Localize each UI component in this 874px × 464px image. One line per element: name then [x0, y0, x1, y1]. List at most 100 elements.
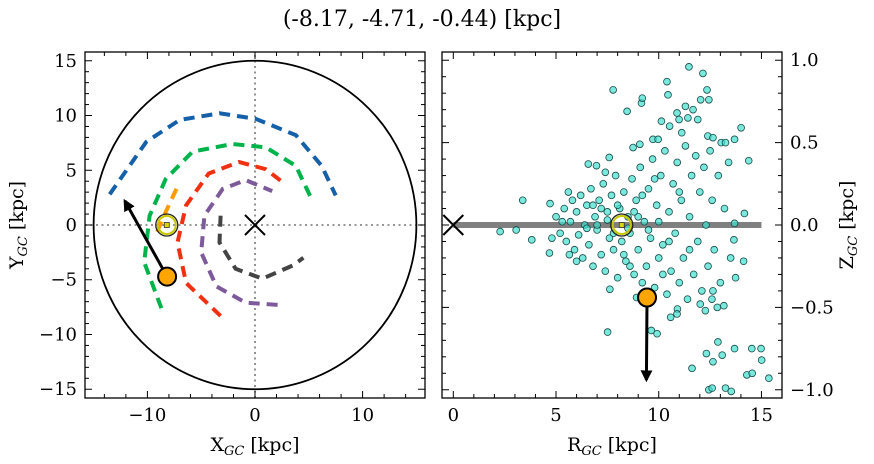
scatter-point — [730, 236, 738, 244]
boundary-circle — [92, 59, 418, 391]
scatter-point — [570, 245, 579, 254]
scatter-point — [748, 344, 756, 353]
y-tick-label: −5 — [50, 270, 77, 291]
scatter-point — [652, 201, 661, 210]
scatter-point — [638, 278, 647, 287]
scatter-point — [681, 142, 690, 150]
y-tick-label: 0.0 — [790, 215, 819, 236]
scatter-point — [693, 115, 702, 124]
scatter-point — [669, 180, 677, 188]
scatter-point — [605, 234, 614, 242]
right-x-axis-label: RGC [kpc] — [567, 434, 657, 459]
object-marker — [637, 287, 658, 308]
scatter-point — [675, 278, 684, 287]
scatter-point — [587, 184, 595, 193]
sun-dot — [163, 222, 170, 228]
scatter-point — [589, 262, 597, 270]
scatter-point — [578, 254, 587, 262]
scatter-point — [630, 270, 638, 279]
scatter-point — [698, 287, 706, 295]
tick-marks — [85, 52, 425, 398]
scatter-point — [705, 95, 713, 104]
scatter-point — [700, 163, 708, 172]
scatter-point — [574, 231, 583, 239]
scatter-point — [558, 217, 566, 226]
x-tick-label: 10 — [647, 405, 670, 426]
tick-marks — [442, 52, 783, 398]
scatter-point — [696, 95, 705, 104]
scatter-point — [663, 77, 671, 86]
x-tick-label: 10 — [351, 405, 374, 426]
scatter-point — [681, 102, 690, 111]
orbit-arc-4 — [217, 215, 305, 281]
scatter-point — [684, 114, 692, 122]
scatter-point — [708, 196, 716, 205]
scatter-point — [673, 158, 682, 167]
scatter-point — [744, 156, 753, 165]
scatter-point — [727, 387, 736, 396]
scatter-point — [576, 191, 585, 200]
scatter-point — [710, 245, 719, 254]
scatter-point — [685, 212, 694, 221]
scatter-point — [730, 344, 739, 353]
scatter-point — [607, 191, 616, 200]
galactic-center-x-icon — [244, 214, 266, 236]
scatter-point — [666, 313, 675, 322]
scatter-point — [654, 217, 663, 226]
scatter-point — [629, 143, 637, 152]
scatter-point — [546, 199, 554, 208]
scatter-point — [636, 140, 644, 149]
scatter-point — [653, 329, 661, 338]
scatter-point — [512, 226, 520, 234]
scatter-point — [601, 168, 610, 177]
scatter-point — [638, 94, 647, 102]
scatter-point — [591, 212, 599, 221]
x-tick-label: 5 — [550, 405, 561, 426]
scatter-point — [708, 384, 716, 392]
scatter-point — [527, 236, 536, 244]
scatter-point — [702, 349, 711, 358]
scatter-point — [696, 188, 704, 196]
scatter-point — [620, 250, 628, 259]
scatter-point — [603, 208, 612, 216]
scatter-point — [685, 245, 694, 254]
scatter-point — [757, 344, 765, 353]
scatter-point — [720, 204, 729, 213]
scatter-point — [709, 133, 717, 142]
scatter-point — [675, 188, 684, 196]
scatter-point — [597, 250, 606, 259]
scatter-point — [568, 196, 577, 205]
scatter-point — [566, 217, 575, 226]
scatter-point — [518, 196, 527, 205]
scatter-point — [656, 171, 665, 180]
scatter-point — [659, 270, 667, 279]
scatter-point — [562, 237, 571, 246]
left-y-axis-label: YGC [kpc] — [6, 181, 31, 270]
scatter-point — [665, 122, 674, 130]
scatter-point — [683, 295, 692, 303]
scatter-point — [565, 250, 574, 259]
scatter-point — [572, 208, 581, 216]
scatter-point — [673, 109, 681, 117]
y-tick-label: 10 — [54, 106, 77, 127]
scatter-point — [644, 184, 653, 193]
scatter-point — [654, 254, 663, 262]
y-tick-label: −15 — [39, 379, 77, 400]
scatter-point — [583, 224, 591, 233]
scatter-point — [689, 270, 698, 279]
orbit-arc-1 — [142, 141, 313, 309]
y-tick-label: −10 — [39, 324, 77, 345]
scatter-point — [709, 357, 717, 366]
scatter-point — [709, 287, 717, 295]
scatter-point — [671, 229, 679, 238]
scatter-point — [623, 107, 631, 116]
sun-marker — [155, 213, 179, 237]
scatter-point — [628, 175, 636, 183]
scatter-point — [613, 273, 622, 282]
scatter-point — [667, 267, 675, 275]
scatter-point — [609, 245, 618, 254]
scatter-point — [632, 196, 640, 205]
scatter-point — [589, 201, 597, 210]
scatter-point — [730, 219, 739, 228]
scatter-point — [724, 158, 733, 167]
